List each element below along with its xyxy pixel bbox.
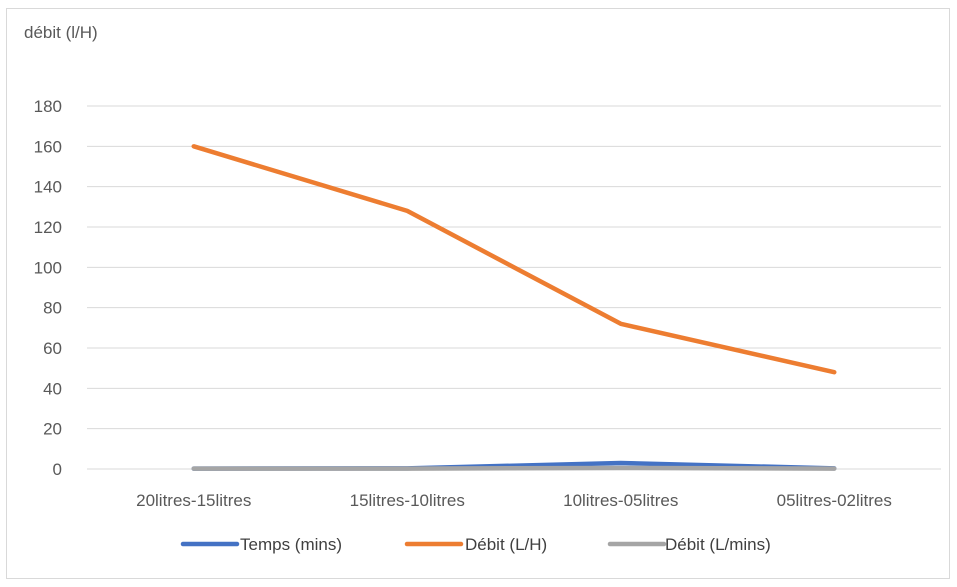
gridlines	[87, 105, 941, 470]
x-tick-label: 05litres-02litres	[777, 491, 892, 510]
x-tick-label: 10litres-05litres	[563, 491, 678, 510]
series-line-1	[191, 144, 837, 375]
y-tick-label: 100	[34, 258, 62, 277]
legend-label-1: Débit (L/H)	[465, 535, 547, 554]
y-tick-label: 160	[34, 137, 62, 156]
series-line-2	[191, 465, 837, 471]
y-tick-label: 60	[43, 339, 62, 358]
y-tick-label: 20	[43, 420, 62, 439]
x-tick-label: 20litres-15litres	[136, 491, 251, 510]
chart-frame	[6, 8, 950, 579]
legend-label-2: Débit (L/mins)	[665, 535, 771, 554]
legend: Temps (mins) Débit (L/H) Débit (L/mins)	[180, 535, 771, 554]
legend-label-0: Temps (mins)	[240, 535, 342, 554]
y-tick-labels: 0 20 40 60 80 100 120 140 160 180	[34, 97, 62, 479]
y-tick-label: 40	[43, 379, 62, 398]
y-axis-label: débit (l/H)	[24, 23, 98, 42]
x-tick-labels: 20litres-15litres 15litres-10litres 10litr…	[136, 491, 892, 510]
y-tick-label: 180	[34, 97, 62, 116]
series-lines	[191, 144, 837, 471]
y-tick-label: 80	[43, 299, 62, 318]
y-tick-label: 120	[34, 218, 62, 237]
y-tick-label: 0	[53, 460, 62, 479]
x-tick-label: 15litres-10litres	[350, 491, 465, 510]
y-tick-label: 140	[34, 178, 62, 197]
